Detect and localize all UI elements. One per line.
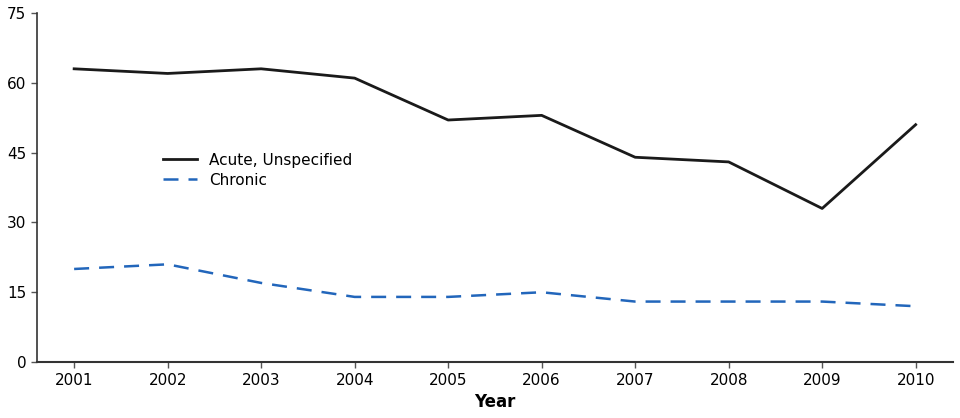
Line: Acute, Unspecified: Acute, Unspecified bbox=[74, 69, 916, 209]
Acute, Unspecified bbox=[443, 117, 454, 122]
Chronic bbox=[255, 280, 267, 285]
Acute, Unspecified bbox=[723, 159, 734, 164]
X-axis label: Year: Year bbox=[474, 393, 516, 411]
Chronic bbox=[910, 304, 922, 309]
Acute, Unspecified bbox=[348, 76, 360, 81]
Acute, Unspecified bbox=[255, 66, 267, 71]
Chronic bbox=[68, 266, 80, 271]
Chronic bbox=[816, 299, 828, 304]
Acute, Unspecified bbox=[162, 71, 174, 76]
Chronic bbox=[723, 299, 734, 304]
Legend: Acute, Unspecified, Chronic: Acute, Unspecified, Chronic bbox=[163, 153, 352, 188]
Chronic bbox=[443, 294, 454, 299]
Acute, Unspecified bbox=[816, 206, 828, 211]
Chronic bbox=[536, 290, 547, 295]
Chronic bbox=[630, 299, 641, 304]
Line: Chronic: Chronic bbox=[74, 264, 916, 306]
Acute, Unspecified bbox=[536, 113, 547, 118]
Acute, Unspecified bbox=[630, 155, 641, 160]
Acute, Unspecified bbox=[68, 66, 80, 71]
Acute, Unspecified bbox=[910, 122, 922, 127]
Chronic bbox=[162, 262, 174, 267]
Chronic bbox=[348, 294, 360, 299]
